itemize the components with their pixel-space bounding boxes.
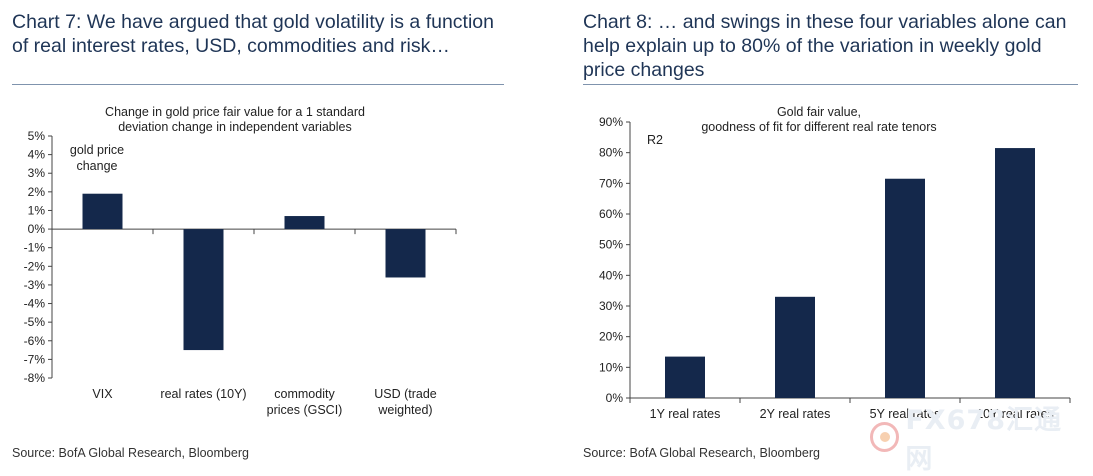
chart-7-y-tick-label: -3% [24, 278, 46, 292]
chart-8-category-label: 1Y real rates [650, 407, 721, 421]
chart-8-y-tick-label: 10% [599, 360, 623, 374]
chart-8-y-tick-label: 50% [599, 238, 623, 252]
chart-7-y-tick-label: -2% [24, 259, 46, 273]
chart-7-bar [183, 229, 224, 351]
chart-8-heading: Chart 8: … and swings in these four vari… [583, 11, 1067, 81]
chart-8-y-tick-label: 70% [599, 176, 623, 190]
chart-8-y-tick-label: 20% [599, 330, 623, 344]
chart-7-source: Source: BofA Global Research, Bloomberg [12, 446, 249, 460]
chart-7-category-label: VIX [92, 387, 113, 401]
chart-8-category-label: 10Y real rates [976, 407, 1054, 421]
chart-7-category-label: USD (trade [374, 387, 437, 401]
chart-7-title-line: deviation change in independent variable… [118, 120, 352, 134]
chart-7-y-tick-label: -5% [24, 315, 46, 329]
chart-7-y-tick-label: -6% [24, 334, 46, 348]
chart-8-y-tick-label: 90% [599, 115, 623, 129]
chart-7-y-tick-label: -8% [24, 371, 46, 385]
chart-8-source: Source: BofA Global Research, Bloomberg [583, 446, 820, 460]
chart-7-y-tick-label: 5% [28, 129, 46, 143]
chart-8-bar [775, 296, 815, 398]
chart-7-y-tick-label: -4% [24, 297, 46, 311]
chart-7-y-tick-label: 0% [28, 222, 46, 236]
watermark-text: FX678汇通网 [905, 405, 1062, 475]
chart-7-y-tick-label: 2% [28, 185, 46, 199]
chart-8-category-label: 2Y real rates [760, 407, 831, 421]
chart-7-title-line: Change in gold price fair value for a 1 … [105, 105, 365, 119]
chart-8-y-tick-label: 40% [599, 268, 623, 282]
chart-7-bar [385, 229, 426, 278]
chart-7-plot: Change in gold price fair value for a 1 … [24, 105, 457, 417]
chart-7-bar [284, 216, 325, 230]
chart-8-y-tick-label: 0% [606, 391, 624, 405]
watermark: FX678汇通网 [870, 405, 1085, 475]
chart-7-y-tick-label: -1% [24, 241, 46, 255]
chart-7-y-tick-label: 3% [28, 166, 46, 180]
chart-7-divider [12, 84, 504, 85]
chart-7-panel: Chart 7: We have argued that gold volati… [0, 0, 520, 471]
chart-8-panel: Chart 8: … and swings in these four vari… [575, 0, 1093, 471]
chart-7-heading: Chart 7: We have argued that gold volati… [12, 11, 494, 57]
chart-7-category-label: prices (GSCI) [267, 403, 343, 417]
chart-7-bar [82, 193, 123, 230]
chart-8-y-tick-label: 80% [599, 146, 623, 160]
chart-8-title-line: goodness of fit for different real rate … [701, 120, 936, 134]
chart-8-y-tick-label: 60% [599, 207, 623, 221]
chart-7-y-axis-label: gold price [70, 143, 124, 157]
chart-8-divider [583, 84, 1078, 85]
chart-7-category-label: commodity [274, 387, 335, 401]
chart-8-y-tick-label: 30% [599, 299, 623, 313]
chart-8-bar [665, 356, 705, 398]
chart-8-y-axis-label: R2 [647, 133, 663, 147]
watermark-logo-icon [870, 422, 900, 452]
chart-7-y-tick-label: -7% [24, 352, 46, 366]
chart-8-bar [995, 148, 1035, 398]
chart-7-y-tick-label: 1% [28, 203, 46, 217]
chart-8-category-label: 5Y real rates [870, 407, 941, 421]
chart-7-y-tick-label: 4% [28, 148, 46, 162]
chart-8-plot: Gold fair value,goodness of fit for diff… [599, 105, 1071, 421]
chart-7-y-axis-label: change [76, 159, 117, 173]
chart-7-category-label: real rates (10Y) [160, 387, 246, 401]
chart-8-title-line: Gold fair value, [777, 105, 861, 119]
chart-8-bar [885, 178, 925, 398]
chart-7-category-label: weighted) [377, 403, 432, 417]
